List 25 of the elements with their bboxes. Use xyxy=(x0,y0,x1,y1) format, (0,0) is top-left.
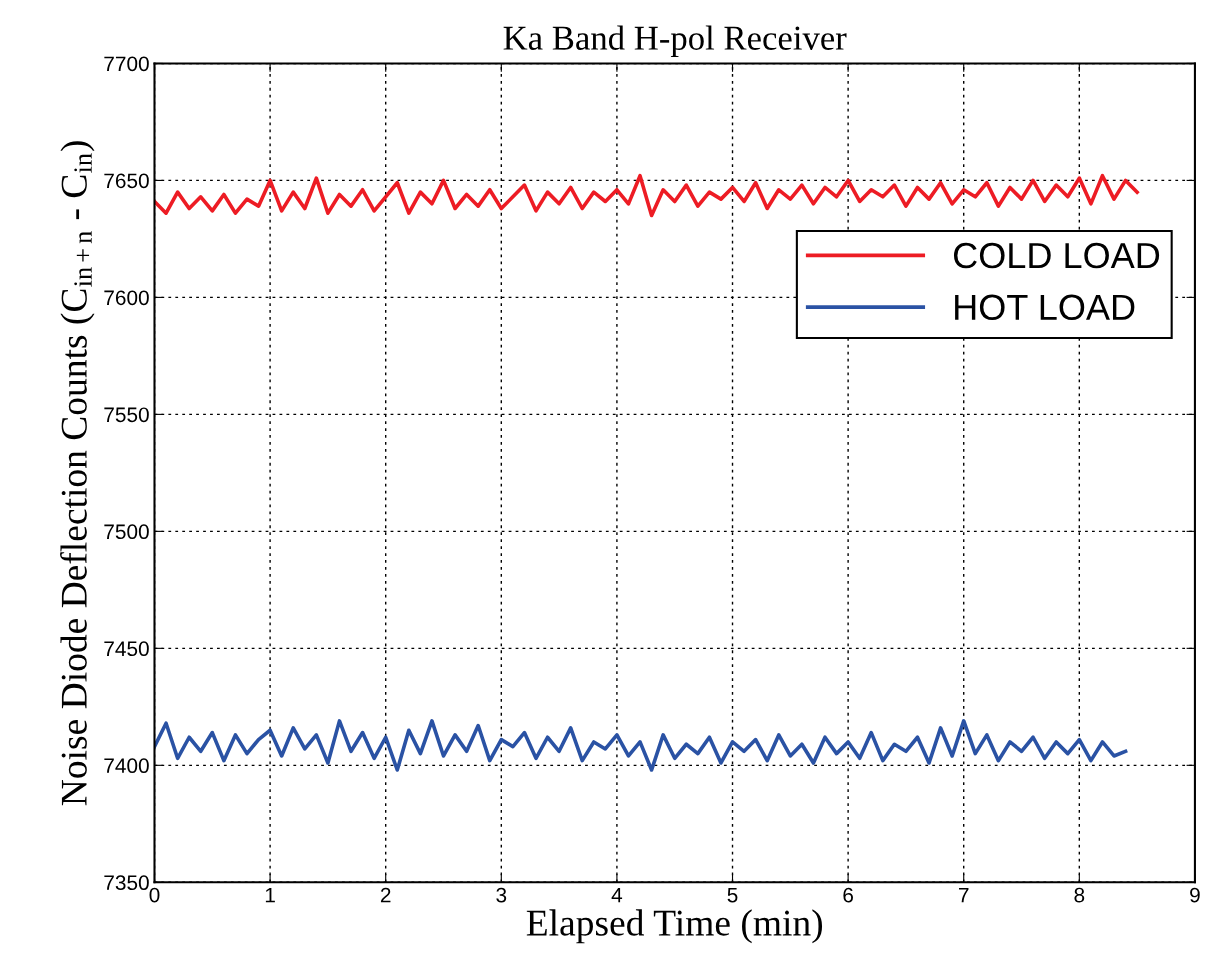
x-tick-label: 9 xyxy=(1190,887,1200,903)
y-axis-title: Noise Diode Deflection Counts (C$_{in+n}$ - C$_{in}$) xyxy=(60,141,95,806)
y-tick-label: 7400 xyxy=(104,758,149,774)
x-tick-label: 6 xyxy=(843,887,853,903)
line-series xyxy=(154,173,1139,218)
x-tick-label: 3 xyxy=(496,887,507,903)
x-tick-label: 7 xyxy=(959,887,969,903)
x-tick-label: 8 xyxy=(1074,887,1085,903)
x-tick-label: 2 xyxy=(380,887,391,903)
x-axis-title: Elapsed Time (min) xyxy=(526,909,823,944)
y-tick-label: 7350 xyxy=(104,875,149,891)
x-tick-label: 5 xyxy=(727,887,738,903)
y-tick-label: 7700 xyxy=(104,56,149,72)
chart-title: Ka Band H-pol Receiver xyxy=(503,25,847,57)
y-tick-label: 7600 xyxy=(104,290,149,306)
legend-label: COLD LOAD xyxy=(953,242,1160,269)
x-tick-label: 0 xyxy=(149,887,160,903)
x-tick-label: 4 xyxy=(611,887,623,903)
y-tick-label: 7550 xyxy=(104,407,149,423)
line-series xyxy=(154,719,1128,772)
y-tick-label: 7500 xyxy=(104,524,149,540)
legend-label: HOT LOAD xyxy=(955,294,1135,321)
x-tick-label: 1 xyxy=(265,887,275,903)
y-tick-label: 7650 xyxy=(104,173,149,189)
y-tick-label: 7450 xyxy=(104,641,149,657)
